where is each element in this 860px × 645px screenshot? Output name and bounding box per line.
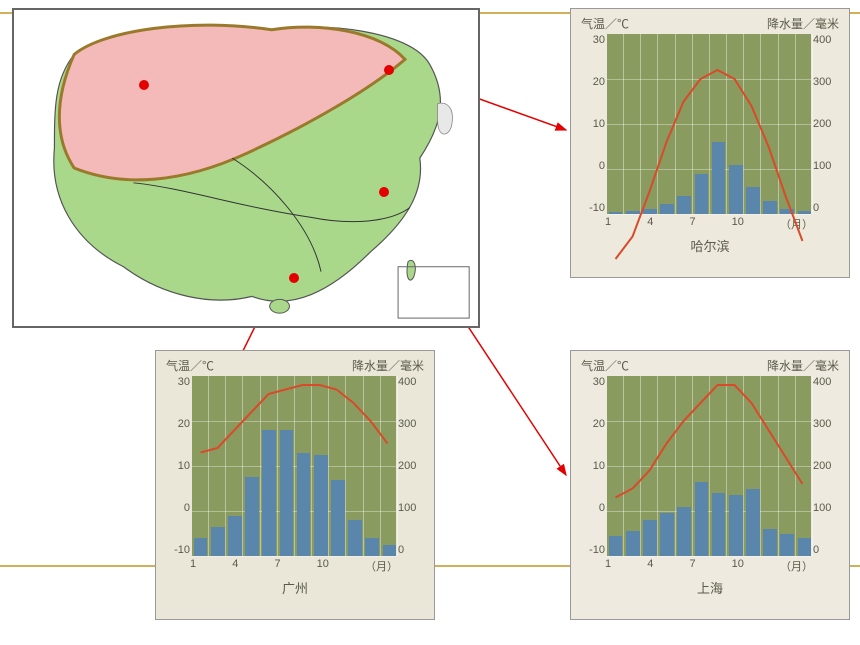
y-axis-precip: 4003002001000 <box>398 376 428 556</box>
plot-area <box>192 376 396 556</box>
temp-axis-label: 气温／℃ <box>166 357 214 374</box>
temp-line <box>607 34 811 214</box>
city-caption: 哈尔滨 <box>575 236 845 255</box>
temp-line <box>607 376 811 556</box>
y-axis-temp: 3020100-10 <box>577 34 605 214</box>
y-axis-precip: 4003002001000 <box>813 376 843 556</box>
x-axis: 14710（月） <box>190 558 398 574</box>
city-caption: 上海 <box>575 578 845 597</box>
map-marker <box>379 187 389 197</box>
x-axis: 14710（月） <box>605 558 813 574</box>
y-axis-precip: 4003002001000 <box>813 34 843 214</box>
y-axis-temp: 3020100-10 <box>577 376 605 556</box>
map-marker <box>139 80 149 90</box>
map-marker <box>384 65 394 75</box>
precip-axis-label: 降水量／毫米 <box>352 357 424 374</box>
climate-chart-guangzhou: 气温／℃ 降水量／毫米 3020100-10 400300200100014710（月… <box>155 350 435 620</box>
temp-line <box>192 376 396 556</box>
map-marker <box>289 273 299 283</box>
climate-chart-shanghai: 气温／℃ 降水量／毫米 3020100-10 400300200100014710（月… <box>570 350 850 620</box>
precip-axis-label: 降水量／毫米 <box>767 15 839 32</box>
china-map <box>12 8 480 328</box>
map-svg <box>14 10 478 326</box>
plot-area <box>607 376 811 556</box>
y-axis-temp: 3020100-10 <box>162 376 190 556</box>
plot-area <box>607 34 811 214</box>
climate-chart-harbin: 气温／℃降水量／毫米3020100-10400300200100014710（月… <box>570 8 850 278</box>
city-caption: 广州 <box>160 578 430 597</box>
precip-axis-label: 降水量／毫米 <box>767 357 839 374</box>
temp-axis-label: 气温／℃ <box>581 15 629 32</box>
temp-axis-label: 气温／℃ <box>581 357 629 374</box>
